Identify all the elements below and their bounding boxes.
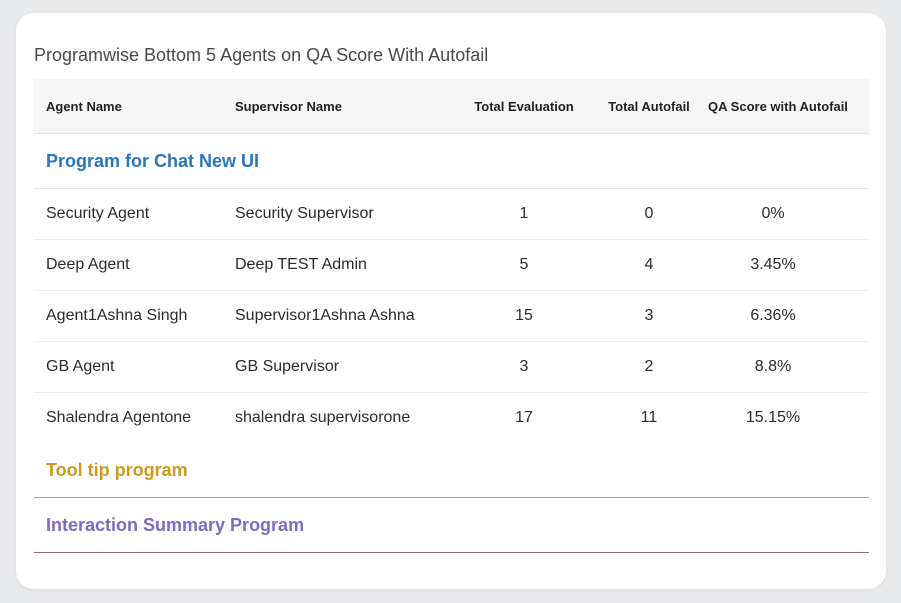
program-rows: Security Agent Security Supervisor 1 0 0…	[34, 189, 869, 443]
table-row[interactable]: GB Agent GB Supervisor 3 2 8.8%	[34, 342, 869, 393]
total-evaluation-cell: 17	[515, 409, 533, 426]
agent-name-cell: Shalendra Agentone	[46, 409, 192, 426]
report-title: Programwise Bottom 5 Agents on QA Score …	[34, 45, 489, 65]
agent-name-cell: GB Agent	[46, 358, 115, 375]
supervisor-name-cell: Supervisor1Ashna Ashna	[235, 307, 415, 324]
header-total-evaluation[interactable]: Total Evaluation	[474, 98, 574, 114]
total-autofail-cell: 4	[644, 256, 654, 273]
header-qa-score[interactable]: QA Score with Autofail	[708, 98, 848, 114]
table-header: Agent Name Supervisor Name Total Evaluat…	[34, 79, 869, 134]
supervisor-name-cell: Security Supervisor	[235, 205, 374, 222]
table-row[interactable]: Shalendra Agentone shalendra supervisoro…	[34, 393, 869, 443]
qa-score-cell: 6.36%	[750, 307, 796, 324]
total-autofail-cell: 0	[644, 205, 654, 222]
agent-name-cell: Security Agent	[46, 205, 150, 222]
agent-name-cell: Agent1Ashna Singh	[46, 307, 188, 324]
table-row[interactable]: Agent1Ashna Singh Supervisor1Ashna Ashna…	[34, 291, 869, 342]
header-total-autofail[interactable]: Total Autofail	[608, 98, 690, 114]
agent-name-cell: Deep Agent	[46, 256, 130, 273]
header-supervisor-name[interactable]: Supervisor Name	[235, 98, 342, 114]
supervisor-name-cell: shalendra supervisorone	[235, 409, 411, 426]
total-evaluation-cell: 15	[515, 307, 533, 324]
total-evaluation-cell: 3	[519, 358, 529, 375]
total-autofail-cell: 3	[644, 307, 654, 324]
qa-score-cell: 15.15%	[745, 409, 801, 426]
program-group-header: Program for Chat New UI	[34, 134, 869, 189]
total-evaluation-cell: 1	[519, 205, 529, 222]
header-agent-name[interactable]: Agent Name	[46, 98, 122, 114]
program-group-header: Tool tip program	[34, 443, 869, 498]
total-autofail-cell: 11	[640, 409, 658, 426]
agents-table: Agent Name Supervisor Name Total Evaluat…	[34, 79, 869, 553]
program-group-header: Interaction Summary Program	[34, 498, 869, 553]
table-row[interactable]: Deep Agent Deep TEST Admin 5 4 3.45%	[34, 240, 869, 291]
total-autofail-cell: 2	[644, 358, 654, 375]
table-row[interactable]: Security Agent Security Supervisor 1 0 0…	[34, 189, 869, 240]
qa-score-cell: 3.45%	[750, 256, 796, 273]
report-card: Programwise Bottom 5 Agents on QA Score …	[16, 13, 886, 589]
supervisor-name-cell: Deep TEST Admin	[235, 256, 367, 273]
total-evaluation-cell: 5	[519, 256, 529, 273]
qa-score-cell: 0%	[761, 205, 785, 222]
qa-score-cell: 8.8%	[754, 358, 792, 375]
supervisor-name-cell: GB Supervisor	[235, 358, 340, 375]
